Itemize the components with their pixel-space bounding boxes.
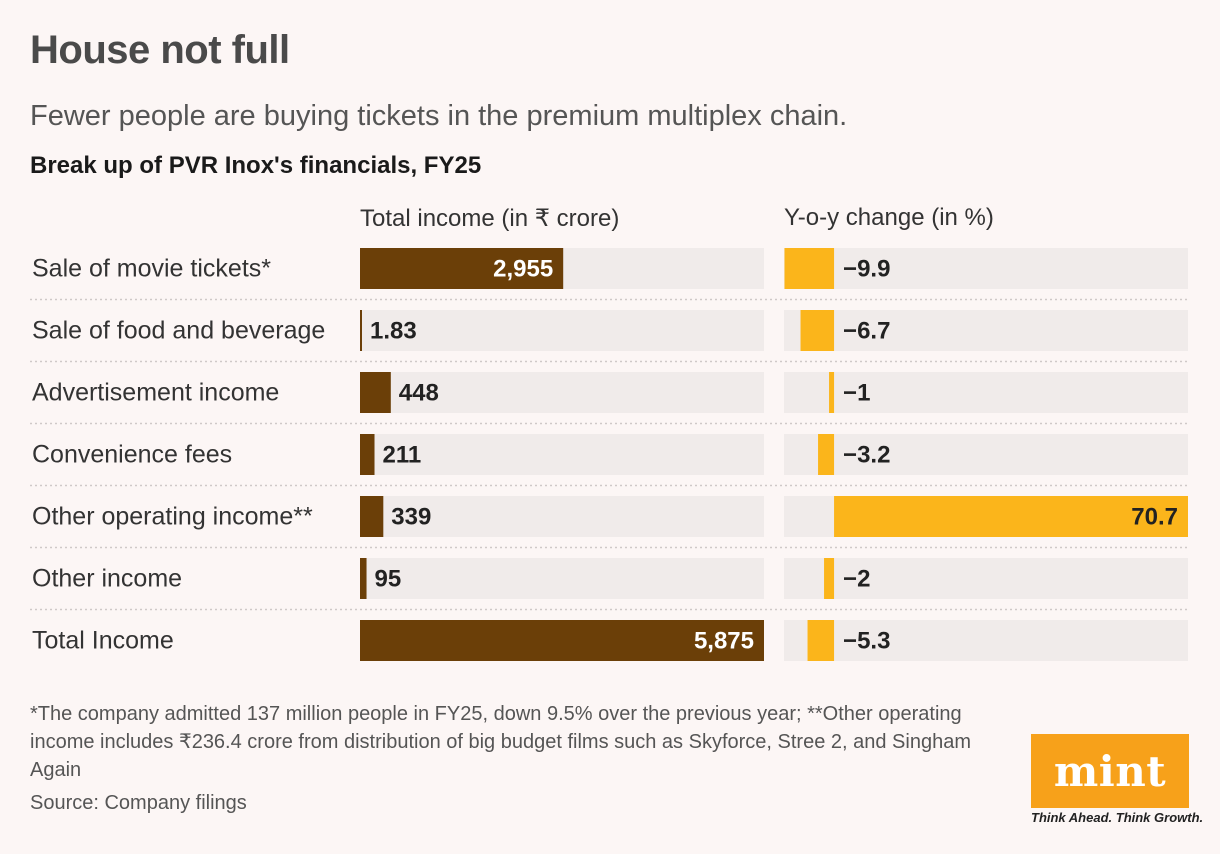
change-value-other-operating-income: 70.7 <box>1131 504 1178 531</box>
income-value-sale-of-food-and-beverage: 1.83 <box>370 318 417 345</box>
income-track <box>360 434 764 475</box>
row-label-sale-of-food-and-beverage: Sale of food and beverage <box>32 317 325 345</box>
income-value-advertisement-income: 448 <box>399 380 439 407</box>
change-value-sale-of-food-and-beverage: −6.7 <box>843 318 890 345</box>
change-bar-convenience-fees <box>818 434 835 475</box>
income-value-total-income: 5,875 <box>694 628 754 655</box>
logo-text: mint <box>1053 746 1167 796</box>
income-track <box>360 372 764 413</box>
income-value-sale-of-movie-tickets: 2,955 <box>493 256 553 283</box>
income-track <box>360 558 764 599</box>
change-track <box>784 248 1188 289</box>
income-bar-other-operating-income <box>360 496 384 537</box>
logo-tagline: Think Ahead. Think Growth. <box>1031 810 1204 825</box>
source-note: Source: Company filings <box>30 792 247 814</box>
change-value-sale-of-movie-tickets: −9.9 <box>843 256 890 283</box>
income-bar-other-income <box>360 558 367 599</box>
row-label-other-operating-income: Other operating income** <box>32 503 313 531</box>
income-bar-sale-of-food-and-beverage <box>360 310 362 351</box>
income-bar-advertisement-income <box>360 372 391 413</box>
column-header-total-income: Total income (in ₹ crore) <box>360 205 620 232</box>
change-bar-sale-of-movie-tickets <box>784 248 835 289</box>
income-value-other-operating-income: 339 <box>391 504 431 531</box>
chart-title: House not full <box>30 28 290 72</box>
row-label-other-income: Other income <box>32 565 182 593</box>
row-label-total-income: Total Income <box>32 627 174 655</box>
change-track <box>784 434 1188 475</box>
income-bar-convenience-fees <box>360 434 375 475</box>
change-track <box>784 558 1188 599</box>
change-bar-other-operating-income <box>834 496 1188 537</box>
change-value-advertisement-income: −1 <box>843 380 870 407</box>
row-label-convenience-fees: Convenience fees <box>32 441 232 469</box>
change-track <box>784 310 1188 351</box>
column-header-yoy-change: Y-o-y change (in %) <box>784 204 994 231</box>
chart-heading: Break up of PVR Inox's financials, FY25 <box>30 152 482 179</box>
income-value-other-income: 95 <box>375 566 402 593</box>
change-bar-advertisement-income <box>829 372 835 413</box>
chart-subtitle: Fewer people are buying tickets in the p… <box>30 100 848 132</box>
footnote: *The company admitted 137 million people… <box>30 703 971 781</box>
change-bar-other-income <box>824 558 835 599</box>
change-bar-total-income <box>807 620 835 661</box>
change-bar-sale-of-food-and-beverage <box>800 310 835 351</box>
change-value-convenience-fees: −3.2 <box>843 442 890 469</box>
income-bar-total-income <box>360 620 764 661</box>
income-track <box>360 496 764 537</box>
income-value-convenience-fees: 211 <box>383 442 422 469</box>
income-bar-sale-of-movie-tickets <box>360 248 564 289</box>
row-label-sale-of-movie-tickets: Sale of movie tickets* <box>32 255 271 283</box>
change-track <box>784 620 1188 661</box>
change-value-other-income: −2 <box>843 566 870 593</box>
change-value-total-income: −5.3 <box>843 628 890 655</box>
change-track <box>784 372 1188 413</box>
row-label-advertisement-income: Advertisement income <box>32 379 279 407</box>
bar-chart: Sale of movie tickets* 2,955 −9.9 Sale of f… <box>30 248 1188 661</box>
mint-logo: mint <box>1031 734 1189 808</box>
income-track <box>360 310 764 351</box>
